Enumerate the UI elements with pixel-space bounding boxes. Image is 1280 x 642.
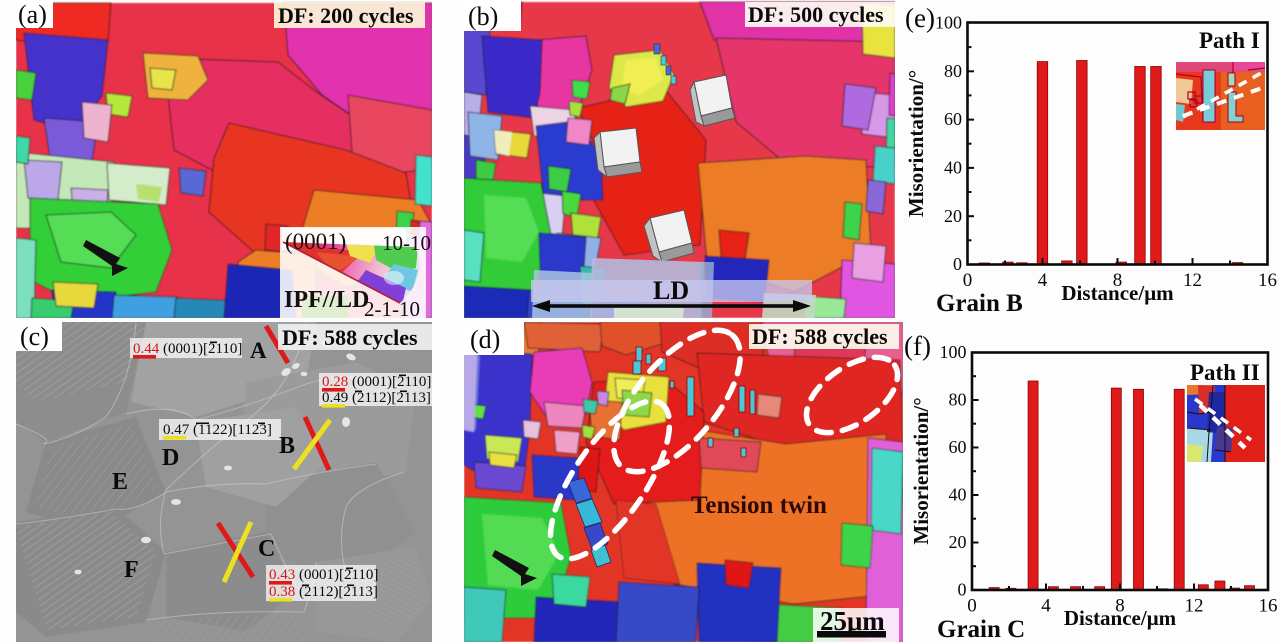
svg-text:(f): (f) bbox=[904, 331, 931, 361]
svg-text:12: 12 bbox=[1185, 596, 1204, 617]
svg-text:0.44 (0001)[2110]: 0.44 (0001)[2110] bbox=[133, 341, 242, 357]
svg-text:Grain B: Grain B bbox=[936, 290, 1023, 317]
svg-text:0.49 (2112)[2113]: 0.49 (2112)[2113] bbox=[322, 390, 431, 406]
svg-text:12: 12 bbox=[1183, 270, 1202, 291]
svg-text:8: 8 bbox=[1113, 270, 1123, 291]
svg-text:DF: 500 cycles: DF: 500 cycles bbox=[748, 2, 884, 27]
svg-text:IPF//LD: IPF//LD bbox=[284, 287, 369, 313]
svg-text:8: 8 bbox=[1115, 596, 1125, 617]
svg-text:0.43 (0001)[2110]: 0.43 (0001)[2110] bbox=[269, 567, 378, 583]
svg-text:0: 0 bbox=[958, 580, 967, 600]
svg-text:(e): (e) bbox=[905, 3, 935, 33]
svg-text:4: 4 bbox=[1041, 596, 1051, 617]
svg-text:Misorientation/°: Misorientation/° bbox=[904, 70, 928, 217]
svg-text:DF: 200 cycles: DF: 200 cycles bbox=[278, 3, 414, 28]
svg-text:100: 100 bbox=[935, 13, 962, 33]
svg-text:20: 20 bbox=[949, 532, 967, 552]
svg-text:40: 40 bbox=[949, 485, 967, 505]
svg-text:(c): (c) bbox=[20, 322, 49, 351]
svg-text:16: 16 bbox=[1259, 596, 1278, 617]
svg-text:100: 100 bbox=[940, 342, 967, 362]
svg-text:E: E bbox=[112, 469, 128, 495]
svg-text:(d): (d) bbox=[470, 325, 500, 354]
svg-text:40: 40 bbox=[944, 158, 962, 178]
svg-text:Distance/μm: Distance/μm bbox=[1064, 606, 1177, 630]
svg-text:20: 20 bbox=[944, 206, 962, 226]
svg-text:0: 0 bbox=[953, 254, 962, 274]
svg-text:4: 4 bbox=[1038, 270, 1048, 291]
svg-text:(b): (b) bbox=[468, 2, 498, 31]
svg-text:2-1-10: 2-1-10 bbox=[364, 297, 420, 318]
svg-text:0.38 (2112)[2113]: 0.38 (2112)[2113] bbox=[269, 584, 378, 600]
svg-text:Grain C: Grain C bbox=[937, 616, 1025, 642]
svg-text:80: 80 bbox=[949, 390, 967, 410]
svg-text:(0001): (0001) bbox=[285, 229, 346, 254]
svg-text:Path II: Path II bbox=[1190, 360, 1260, 385]
svg-text:(a): (a) bbox=[18, 0, 47, 29]
svg-text:Misorientation/°: Misorientation/° bbox=[909, 397, 933, 544]
svg-text:0: 0 bbox=[967, 596, 977, 617]
svg-text:Distance/μm: Distance/μm bbox=[1061, 281, 1174, 305]
svg-text:A: A bbox=[250, 338, 267, 363]
svg-text:DF: 588 cycles: DF: 588 cycles bbox=[752, 324, 888, 349]
svg-text:0: 0 bbox=[963, 270, 973, 291]
svg-text:0.28 (0001)[2110]: 0.28 (0001)[2110] bbox=[322, 374, 431, 390]
svg-text:60: 60 bbox=[949, 437, 967, 457]
svg-text:Path I: Path I bbox=[1199, 28, 1260, 53]
svg-text:80: 80 bbox=[944, 61, 962, 81]
svg-text:Tension twin: Tension twin bbox=[691, 492, 827, 519]
svg-text:F: F bbox=[124, 557, 139, 583]
svg-text:0.47 (1122)[1123]: 0.47 (1122)[1123] bbox=[163, 422, 272, 438]
svg-text:60: 60 bbox=[944, 109, 962, 129]
svg-text:B: B bbox=[279, 433, 295, 459]
svg-text:10-10: 10-10 bbox=[382, 231, 431, 255]
svg-text:16: 16 bbox=[1258, 270, 1277, 291]
svg-text:LD: LD bbox=[653, 276, 689, 305]
svg-text:C: C bbox=[258, 536, 275, 562]
svg-text:D: D bbox=[162, 445, 179, 471]
svg-text:DF: 588 cycles: DF: 588 cycles bbox=[282, 325, 418, 350]
